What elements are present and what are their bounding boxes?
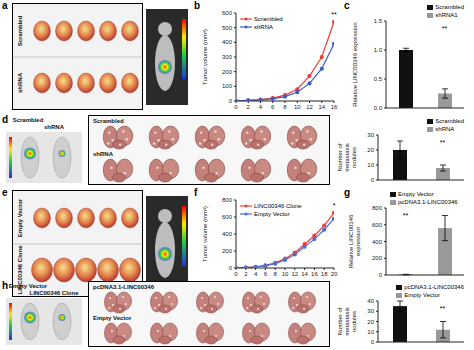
html-text:a: a bbox=[2, 0, 8, 11]
html-text:Scrambled: Scrambled bbox=[435, 4, 464, 10]
svg-text:*: * bbox=[333, 202, 336, 209]
html-text:shRNA: shRNA bbox=[435, 126, 455, 132]
html-text:e: e bbox=[2, 187, 8, 198]
svg-text:shRNA: shRNA bbox=[17, 72, 23, 93]
html-text:Scrambled: Scrambled bbox=[435, 118, 464, 124]
svg-text:LINC00346 Clone: LINC00346 Clone bbox=[16, 245, 23, 295]
svg-text:**: ** bbox=[440, 305, 446, 312]
svg-text:400: 400 bbox=[222, 231, 233, 237]
html-text:Relative LINC00346 expression: Relative LINC00346 expression bbox=[351, 22, 358, 107]
svg-text:Empty Vector: Empty Vector bbox=[93, 315, 132, 321]
svg-text:0: 0 bbox=[371, 339, 375, 345]
html-text:h: h bbox=[2, 280, 9, 291]
svg-text:4: 4 bbox=[254, 271, 258, 277]
svg-text:800: 800 bbox=[372, 205, 383, 211]
svg-text:0.5: 0.5 bbox=[374, 76, 383, 82]
svg-text:40: 40 bbox=[367, 298, 374, 304]
html-text:Scrambled: Scrambled bbox=[254, 16, 283, 22]
svg-text:Empty Vector: Empty Vector bbox=[17, 198, 23, 237]
html-text:Tumor volume (mm³): Tumor volume (mm³) bbox=[201, 29, 208, 85]
svg-text:LINC00346 Clone: LINC00346 Clone bbox=[29, 290, 79, 296]
svg-text:0.0: 0.0 bbox=[374, 105, 383, 111]
svg-text:20: 20 bbox=[331, 271, 338, 277]
html-text:Number of metastasis nodules: Number of metastasis nodules bbox=[336, 143, 357, 172]
svg-text:Scrambled: Scrambled bbox=[17, 15, 23, 46]
html-text:pcDNA3.1-LINC00346: pcDNA3.1-LINC00346 bbox=[404, 284, 464, 290]
html-text:b: b bbox=[194, 0, 201, 11]
svg-text:8: 8 bbox=[283, 104, 287, 110]
svg-text:10: 10 bbox=[367, 329, 374, 335]
html-text:Relative LINC00346 expression: Relative LINC00346 expression bbox=[348, 214, 361, 269]
svg-text:100: 100 bbox=[222, 83, 233, 89]
svg-text:4: 4 bbox=[259, 104, 263, 110]
svg-text:0: 0 bbox=[229, 265, 233, 271]
html-text:f: f bbox=[194, 187, 198, 198]
svg-text:Empty Vector: Empty Vector bbox=[9, 283, 48, 289]
html-text:LINC00346 Clone: LINC00346 Clone bbox=[254, 203, 302, 209]
svg-text:800: 800 bbox=[222, 197, 233, 203]
html-text:c: c bbox=[344, 0, 350, 11]
html-text:Empty Vector: Empty Vector bbox=[254, 211, 290, 217]
svg-text:**: ** bbox=[403, 212, 409, 219]
svg-text:2: 2 bbox=[244, 271, 248, 277]
svg-text:600: 600 bbox=[222, 214, 233, 220]
svg-text:0: 0 bbox=[379, 272, 383, 278]
svg-text:2: 2 bbox=[247, 104, 251, 110]
svg-text:0: 0 bbox=[234, 104, 238, 110]
svg-text:30: 30 bbox=[367, 308, 374, 314]
svg-text:8: 8 bbox=[274, 271, 278, 277]
svg-text:0: 0 bbox=[229, 98, 233, 104]
svg-text:**: ** bbox=[442, 25, 448, 32]
html-text:pcDNA3.1-LINC00346: pcDNA3.1-LINC00346 bbox=[398, 199, 458, 205]
html-text:Empty Vector: Empty Vector bbox=[404, 292, 440, 298]
svg-text:20: 20 bbox=[367, 147, 374, 153]
svg-text:200: 200 bbox=[372, 255, 383, 261]
svg-text:Scrambled: Scrambled bbox=[13, 117, 44, 123]
svg-text:16: 16 bbox=[331, 104, 338, 110]
html-text:Empty Vector: Empty Vector bbox=[398, 191, 434, 197]
svg-text:20: 20 bbox=[367, 319, 374, 325]
svg-text:30: 30 bbox=[367, 132, 374, 138]
svg-text:0: 0 bbox=[234, 271, 238, 277]
svg-text:400: 400 bbox=[222, 39, 233, 45]
svg-text:200: 200 bbox=[222, 69, 233, 75]
svg-text:12: 12 bbox=[291, 271, 298, 277]
svg-text:10: 10 bbox=[294, 104, 301, 110]
svg-text:shRNA: shRNA bbox=[93, 151, 114, 157]
svg-text:600: 600 bbox=[372, 222, 383, 228]
svg-text:500: 500 bbox=[222, 25, 233, 31]
html-text:shRNA1: shRNA1 bbox=[435, 12, 458, 18]
html-text:Tumor volume (mm³): Tumor volume (mm³) bbox=[201, 206, 208, 262]
svg-text:**: ** bbox=[331, 11, 337, 18]
svg-text:18: 18 bbox=[321, 271, 328, 277]
html-text:shRNA: shRNA bbox=[254, 24, 273, 30]
svg-text:Scrambled: Scrambled bbox=[93, 118, 124, 124]
html-text:d: d bbox=[2, 114, 9, 125]
svg-text:16: 16 bbox=[311, 271, 318, 277]
svg-text:14: 14 bbox=[318, 104, 325, 110]
svg-text:14: 14 bbox=[301, 271, 308, 277]
svg-text:1.0: 1.0 bbox=[374, 47, 383, 53]
svg-text:10: 10 bbox=[282, 271, 289, 277]
html-text:Number of metastasis nodules: Number of metastasis nodules bbox=[336, 307, 357, 336]
svg-text:300: 300 bbox=[222, 54, 233, 60]
svg-text:**: ** bbox=[440, 139, 446, 146]
svg-text:600: 600 bbox=[222, 10, 233, 16]
svg-text:pcDNA3.1-LINC00346: pcDNA3.1-LINC00346 bbox=[93, 284, 155, 290]
svg-text:0: 0 bbox=[371, 177, 375, 183]
svg-text:shRNA: shRNA bbox=[44, 124, 65, 130]
svg-text:6: 6 bbox=[271, 104, 275, 110]
html-text:g: g bbox=[344, 187, 351, 198]
svg-text:400: 400 bbox=[372, 239, 383, 245]
svg-text:6: 6 bbox=[264, 271, 268, 277]
svg-text:10: 10 bbox=[367, 162, 374, 168]
svg-text:12: 12 bbox=[306, 104, 313, 110]
svg-text:200: 200 bbox=[222, 248, 233, 254]
svg-text:1.5: 1.5 bbox=[374, 18, 383, 24]
